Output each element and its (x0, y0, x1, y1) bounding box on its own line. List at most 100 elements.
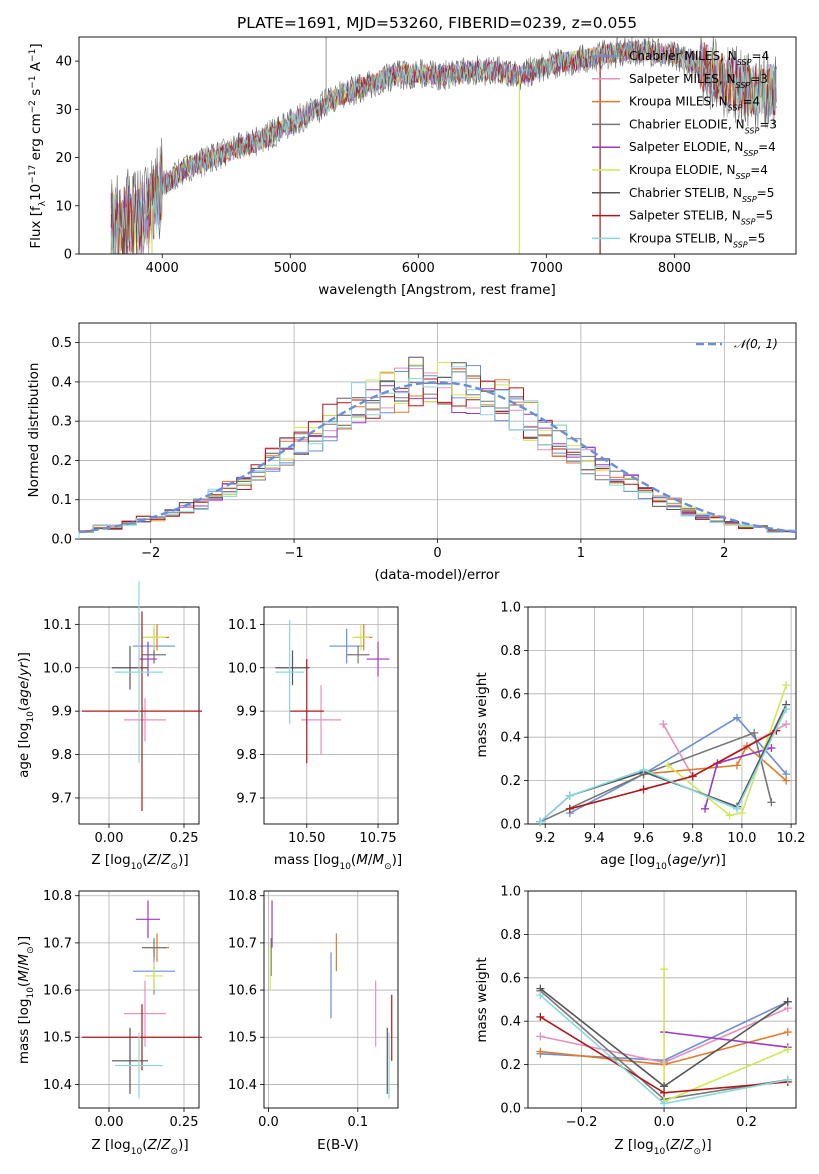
series-marker (565, 791, 574, 800)
massweight-vs-age-xlabel: age [log10(age/yr)] (600, 852, 726, 872)
age-vs-Z-xlabel: Z [log10(Z/Z⊙)] (91, 852, 188, 872)
series-marker (701, 804, 710, 813)
x-tick-label: 0.0 (654, 1115, 675, 1130)
y-tick-label: 0.0 (500, 1102, 521, 1117)
mass-vs-Z-xlabel: Z [log10(Z/Z⊙)] (91, 1137, 188, 1157)
x-tick-label: 9.6 (633, 831, 654, 846)
age-vs-Z-ylabel: age [log10(age/yr)] (16, 652, 36, 778)
series-line (664, 1031, 788, 1048)
series-marker (536, 817, 545, 826)
series-marker (782, 720, 791, 729)
y-tick-label: 0.3 (51, 415, 72, 430)
spectrum-title: PLATE=1691, MJD=53260, FIBERID=0239, z=0… (237, 14, 637, 32)
series-line (569, 716, 787, 814)
series-marker (767, 798, 776, 807)
y-tick-label: 9.9 (236, 705, 257, 720)
series-marker (660, 1088, 669, 1097)
mass-vs-Z-ylabel: mass [log10(M/M⊙)] (16, 936, 36, 1064)
massweight-vs-Z-ylabel: mass weight (474, 957, 490, 1042)
legend-label: Kroupa STELIB, NSSP=5 (629, 231, 765, 249)
series-marker (767, 744, 776, 753)
y-tick-label: 0.1 (51, 493, 72, 508)
series-line (539, 731, 773, 823)
series-marker (565, 804, 574, 813)
series-marker (783, 1075, 792, 1084)
legend-label: Kroupa MILES, NSSP=4 (629, 95, 760, 113)
legend-label: Chabrier MILES, NSSP=4 (629, 49, 769, 67)
y-tick-label: 10.8 (43, 889, 72, 904)
y-tick-label: 0.0 (51, 533, 72, 548)
massweight-vs-Z-panel: −0.2 0.0 0.2 0.0 0.2 0.4 0.6 0.8 1.0 (500, 885, 797, 1130)
legend-label: Salpeter STELIB, NSSP=5 (629, 209, 773, 227)
y-tick-label: 10.5 (228, 1031, 257, 1046)
y-tick-label: 0.8 (500, 644, 521, 659)
y-tick-label: 0.4 (51, 375, 72, 390)
x-tick-label: 10.0 (727, 831, 756, 846)
legend-label: Salpeter MILES, NSSP=3 (629, 72, 768, 90)
massweight-vs-age-ylabel: mass weight (474, 672, 490, 757)
legend-label: Kroupa ELODIE, NSSP=4 (629, 163, 768, 181)
x-tick-label: 8000 (658, 261, 691, 276)
x-tick-label: −0.2 (566, 1115, 598, 1130)
x-tick-label: 7000 (530, 261, 563, 276)
series-marker (536, 991, 545, 1000)
axes-frame (263, 606, 399, 825)
x-tick-label: 0.1 (347, 1115, 368, 1130)
y-tick-label: 0.2 (500, 774, 521, 789)
y-tick-label: 1.0 (500, 601, 521, 616)
y-tick-label: 9.8 (51, 748, 72, 763)
mass-vs-Z-panel: 0.00 0.25 10.4 10.5 10.6 10.7 10.8 (43, 889, 202, 1130)
y-tick-label: 10.4 (43, 1078, 72, 1093)
x-tick-label: 0.00 (95, 1115, 124, 1130)
mass-vs-EBV-panel: 0.0 0.1 10.4 10.5 10.6 10.7 10.8 (228, 889, 399, 1130)
age-vs-mass-panel: 10.50 10.75 9.7 9.8 9.9 10.0 10.1 (228, 606, 399, 846)
spectrum-ylabel: Flux [fλ10−17 erg cm−2 s−1 A−1] (28, 43, 48, 248)
y-tick-label: 1.0 (500, 885, 521, 900)
series-marker (737, 809, 746, 818)
y-tick-label: 10.6 (43, 984, 72, 999)
legend-label: Chabrier STELIB, NSSP=5 (629, 186, 774, 204)
legend-label: 𝒩(0, 1) (734, 337, 778, 351)
series-marker (639, 765, 648, 774)
histogram-ylabel: Normed distribution (26, 363, 42, 498)
x-tick-label: −2 (141, 546, 160, 561)
y-tick-label: 10.0 (43, 661, 72, 676)
y-tick-label: 10.8 (228, 889, 257, 904)
y-tick-label: 40 (55, 55, 72, 70)
x-tick-label: 9.4 (584, 831, 605, 846)
y-tick-label: 0.6 (500, 971, 521, 986)
axes-frame (78, 36, 797, 255)
series-marker (664, 761, 673, 770)
axes-frame (263, 890, 399, 1109)
x-tick-label: 10.50 (288, 831, 325, 846)
y-tick-label: 20 (55, 151, 72, 166)
series-marker (639, 785, 648, 794)
axes-frame (78, 890, 200, 1109)
x-tick-label: 0.25 (170, 831, 199, 846)
x-tick-label: 5000 (274, 261, 307, 276)
axes-frame (78, 322, 797, 540)
series-marker (660, 965, 669, 974)
x-tick-label: 0 (433, 546, 441, 561)
y-tick-label: 0.6 (500, 687, 521, 702)
series-marker (536, 1012, 545, 1021)
series-marker (782, 681, 791, 690)
x-tick-label: 6000 (402, 261, 435, 276)
y-tick-label: 10.7 (228, 936, 257, 951)
y-tick-label: 0 (64, 248, 72, 263)
y-tick-label: 0.0 (500, 818, 521, 833)
mass-vs-EBV-xlabel: E(B-V) (317, 1137, 359, 1153)
y-tick-label: 9.9 (51, 705, 72, 720)
x-tick-label: 0.00 (95, 831, 124, 846)
x-tick-label: 4000 (146, 261, 179, 276)
y-tick-label: 10.1 (43, 618, 72, 633)
y-tick-label: 9.7 (51, 791, 72, 806)
series-marker (750, 728, 759, 737)
x-tick-label: 0.0 (258, 1115, 279, 1130)
x-tick-label: 9.8 (682, 831, 703, 846)
y-tick-label: 0.4 (500, 1015, 521, 1030)
series-marker (688, 772, 697, 781)
y-tick-label: 10.5 (43, 1031, 72, 1046)
axes-frame (527, 606, 797, 825)
y-tick-label: 0.2 (500, 1058, 521, 1073)
